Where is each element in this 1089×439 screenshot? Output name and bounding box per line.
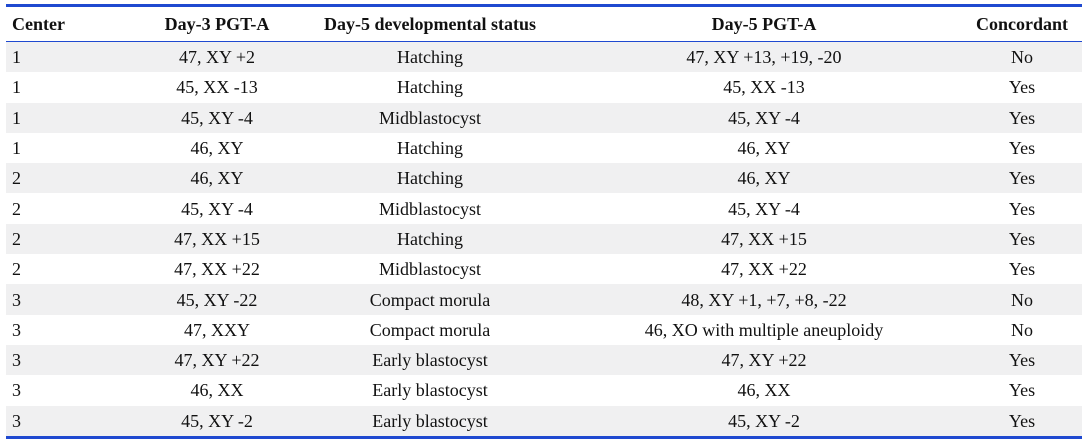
cell-center: 3 xyxy=(6,344,140,376)
header-center: Center xyxy=(12,14,65,34)
cell-day5-status: Early blastocyst xyxy=(294,344,566,376)
cell-concordant: Yes xyxy=(962,405,1082,436)
cell-day3-pgt-a: 45, XX -13 xyxy=(140,72,294,103)
table-row: 3 45, XY -2 Early blastocyst 45, XY -2 Yes xyxy=(6,405,1082,436)
cell-concordant: Yes xyxy=(962,344,1082,376)
cell-day5-pgt-a: 48, XY +1, +7, +8, -22 xyxy=(566,284,962,315)
header-day3-pgt-a: Day-3 PGT-A xyxy=(164,14,270,34)
table-header-rule xyxy=(6,41,1082,42)
table-top-rule xyxy=(6,4,1082,7)
cell-day3-pgt-a: 47, XX +15 xyxy=(140,223,294,255)
cell-day3-pgt-a: 46, XY xyxy=(140,163,294,194)
table-row: 1 45, XX -13 Hatching 45, XX -13 Yes xyxy=(6,72,1082,103)
cell-day5-status: Hatching xyxy=(294,132,566,164)
table-row: 2 45, XY -4 Midblastocyst 45, XY -4 Yes xyxy=(6,193,1082,224)
cell-concordant: Yes xyxy=(962,254,1082,285)
cell-day3-pgt-a: 46, XY xyxy=(140,132,294,164)
cell-day3-pgt-a: 47, XX +22 xyxy=(140,254,294,285)
cell-center: 3 xyxy=(6,375,140,406)
cell-day5-pgt-a: 45, XX -13 xyxy=(566,72,962,103)
cell-center: 1 xyxy=(6,72,140,103)
results-table-body: 1 47, XY +2 Hatching 47, XY +13, +19, -20 No… xyxy=(6,42,1082,436)
cell-day5-status: Hatching xyxy=(294,163,566,194)
cell-day3-pgt-a: 45, XY -2 xyxy=(140,405,294,436)
cell-day5-pgt-a: 45, XY -4 xyxy=(566,102,962,133)
cell-concordant: No xyxy=(962,42,1082,73)
table-row: 3 47, XY +22 Early blastocyst 47, XY +22 Yes xyxy=(6,344,1082,376)
cell-center: 1 xyxy=(6,102,140,133)
cell-day5-status: Early blastocyst xyxy=(294,375,566,406)
cell-center: 2 xyxy=(6,163,140,194)
cell-day5-pgt-a: 47, XX +15 xyxy=(566,223,962,255)
cell-day5-status: Midblastocyst xyxy=(294,254,566,285)
cell-day5-status: Hatching xyxy=(294,223,566,255)
cell-day5-pgt-a: 46, XO with multiple aneuploidy xyxy=(566,314,962,345)
cell-day5-pgt-a: 45, XY -4 xyxy=(566,193,962,224)
cell-day5-status: Hatching xyxy=(294,72,566,103)
table-row: 1 46, XY Hatching 46, XY Yes xyxy=(6,132,1082,164)
cell-day5-pgt-a: 47, XY +22 xyxy=(566,344,962,376)
cell-concordant: Yes xyxy=(962,375,1082,406)
cell-day3-pgt-a: 47, XY +22 xyxy=(140,344,294,376)
cell-concordant: Yes xyxy=(962,223,1082,255)
table-row: 3 45, XY -22 Compact morula 48, XY +1, +7, … xyxy=(6,284,1082,315)
cell-day3-pgt-a: 46, XX xyxy=(140,375,294,406)
pgt-a-table: Center Day-3 PGT-A Day-5 developmental s… xyxy=(6,4,1082,439)
table-row: 2 47, XX +22 Midblastocyst 47, XX +22 Yes xyxy=(6,254,1082,285)
table-row: 2 47, XX +15 Hatching 47, XX +15 Yes xyxy=(6,223,1082,255)
header-day5-pgt-a: Day-5 PGT-A xyxy=(711,14,817,34)
cell-day5-pgt-a: 47, XX +22 xyxy=(566,254,962,285)
cell-center: 2 xyxy=(6,223,140,255)
cell-day5-pgt-a: 46, XY xyxy=(566,132,962,164)
cell-day3-pgt-a: 47, XY +2 xyxy=(140,42,294,73)
table-bottom-rule xyxy=(6,435,1082,439)
cell-day5-status: Compact morula xyxy=(294,314,566,345)
cell-center: 2 xyxy=(6,254,140,285)
table-row: 1 47, XY +2 Hatching 47, XY +13, +19, -20 No xyxy=(6,42,1082,73)
table-row: 3 47, XXY Compact morula 46, XO with multip… xyxy=(6,314,1082,345)
cell-center: 1 xyxy=(6,132,140,164)
cell-day5-status: Midblastocyst xyxy=(294,102,566,133)
cell-day5-pgt-a: 45, XY -2 xyxy=(566,405,962,436)
cell-day5-status: Early blastocyst xyxy=(294,405,566,436)
cell-concordant: Yes xyxy=(962,102,1082,133)
table-row: 3 46, XX Early blastocyst 46, XX Yes xyxy=(6,375,1082,406)
table-row: 1 45, XY -4 Midblastocyst 45, XY -4 Yes xyxy=(6,102,1082,133)
header-concordant: Concordant xyxy=(975,14,1068,34)
cell-center: 3 xyxy=(6,405,140,436)
cell-day3-pgt-a: 47, XXY xyxy=(140,314,294,345)
cell-concordant: No xyxy=(962,284,1082,315)
cell-day5-pgt-a: 46, XY xyxy=(566,163,962,194)
table-row: 2 46, XY Hatching 46, XY Yes xyxy=(6,163,1082,194)
cell-day3-pgt-a: 45, XY -22 xyxy=(140,284,294,315)
results-table: Center Day-3 PGT-A Day-5 developmental s… xyxy=(6,7,1082,41)
cell-day3-pgt-a: 45, XY -4 xyxy=(140,102,294,133)
cell-concordant: Yes xyxy=(962,72,1082,103)
cell-center: 1 xyxy=(6,42,140,73)
cell-day5-status: Midblastocyst xyxy=(294,193,566,224)
cell-concordant: Yes xyxy=(962,193,1082,224)
cell-day5-status: Compact morula xyxy=(294,284,566,315)
header-day5-status: Day-5 developmental status xyxy=(324,14,536,34)
cell-day5-pgt-a: 47, XY +13, +19, -20 xyxy=(566,42,962,73)
cell-center: 2 xyxy=(6,193,140,224)
cell-concordant: Yes xyxy=(962,132,1082,164)
cell-day3-pgt-a: 45, XY -4 xyxy=(140,193,294,224)
cell-concordant: Yes xyxy=(962,163,1082,194)
cell-center: 3 xyxy=(6,284,140,315)
cell-day5-status: Hatching xyxy=(294,42,566,73)
header-row: Center Day-3 PGT-A Day-5 developmental s… xyxy=(6,7,1082,41)
cell-day5-pgt-a: 46, XX xyxy=(566,375,962,406)
cell-center: 3 xyxy=(6,314,140,345)
cell-concordant: No xyxy=(962,314,1082,345)
